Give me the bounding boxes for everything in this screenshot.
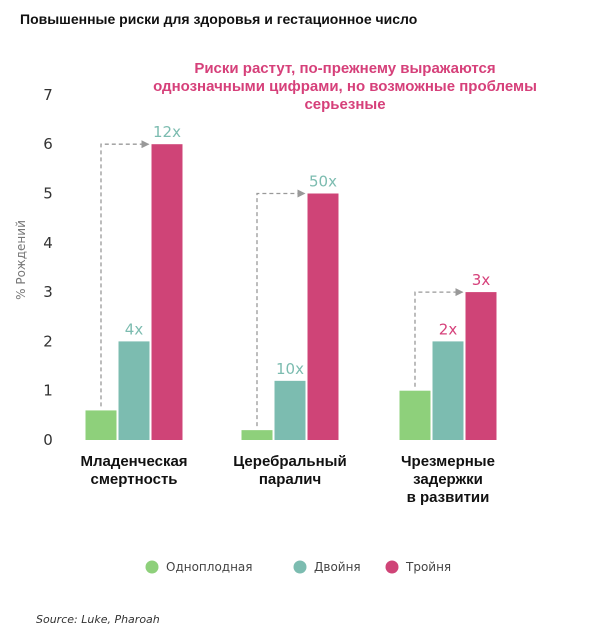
y-tick-label: 5 xyxy=(43,185,53,203)
bar xyxy=(85,410,117,440)
chart-subtitle-line-3: серьезные xyxy=(304,96,385,113)
y-axis-label: % Рождений xyxy=(14,220,28,300)
y-tick-label: 7 xyxy=(43,86,53,104)
category-label: Церебральный xyxy=(233,453,346,470)
y-tick-label: 1 xyxy=(43,382,53,400)
bar xyxy=(241,430,273,440)
legend: Одноплодная Двойня Тройня xyxy=(145,560,451,574)
legend-swatch xyxy=(385,560,399,574)
category-label: смертность xyxy=(90,471,177,488)
data-label: 10x xyxy=(276,360,304,378)
bar xyxy=(399,390,431,440)
chart-title: Повышенные риски для здоровья и гестацио… xyxy=(20,11,417,27)
data-label: 3x xyxy=(472,271,491,289)
bar xyxy=(274,380,306,440)
data-label: 50x xyxy=(309,173,337,191)
source-note: Source: Luke, Pharoah xyxy=(36,613,160,626)
bars xyxy=(85,144,497,440)
data-labels: 4x 12x 10x 50x 2x 3x xyxy=(125,123,491,378)
legend-swatch xyxy=(293,560,307,574)
arrow-line xyxy=(100,140,150,407)
legend-label: Двойня xyxy=(314,560,361,574)
arrows xyxy=(100,140,464,427)
legend-swatch xyxy=(145,560,159,574)
bar xyxy=(151,144,183,440)
data-label: 4x xyxy=(125,320,144,338)
arrow-line xyxy=(256,189,306,427)
category-label: задержки xyxy=(413,471,483,488)
legend-label: Тройня xyxy=(405,560,451,574)
bar xyxy=(432,341,464,440)
arrow-line xyxy=(414,288,464,387)
data-label: 2x xyxy=(439,320,458,338)
legend-label: Одноплодная xyxy=(166,560,253,574)
bar xyxy=(307,193,339,440)
category-label: Чрезмерные xyxy=(401,453,495,470)
bar xyxy=(118,341,150,440)
category-label: Младенческая xyxy=(80,453,187,470)
category-label: паралич xyxy=(259,471,321,488)
chart-subtitle-line-2: однозначными цифрами, но возможные пробл… xyxy=(153,78,537,95)
y-tick-label: 2 xyxy=(43,332,53,350)
y-tick-label: 0 xyxy=(43,431,53,449)
category-label: в развитии xyxy=(407,489,490,506)
y-tick-label: 4 xyxy=(43,234,53,252)
chart-subtitle-line-1: Риски растут, по-прежнему выражаются xyxy=(194,60,495,77)
y-tick-label: 6 xyxy=(43,135,53,153)
y-ticks: 0 1 2 3 4 5 6 7 xyxy=(43,86,53,449)
data-label: 12x xyxy=(153,123,181,141)
y-tick-label: 3 xyxy=(43,283,53,301)
bar xyxy=(465,292,497,440)
